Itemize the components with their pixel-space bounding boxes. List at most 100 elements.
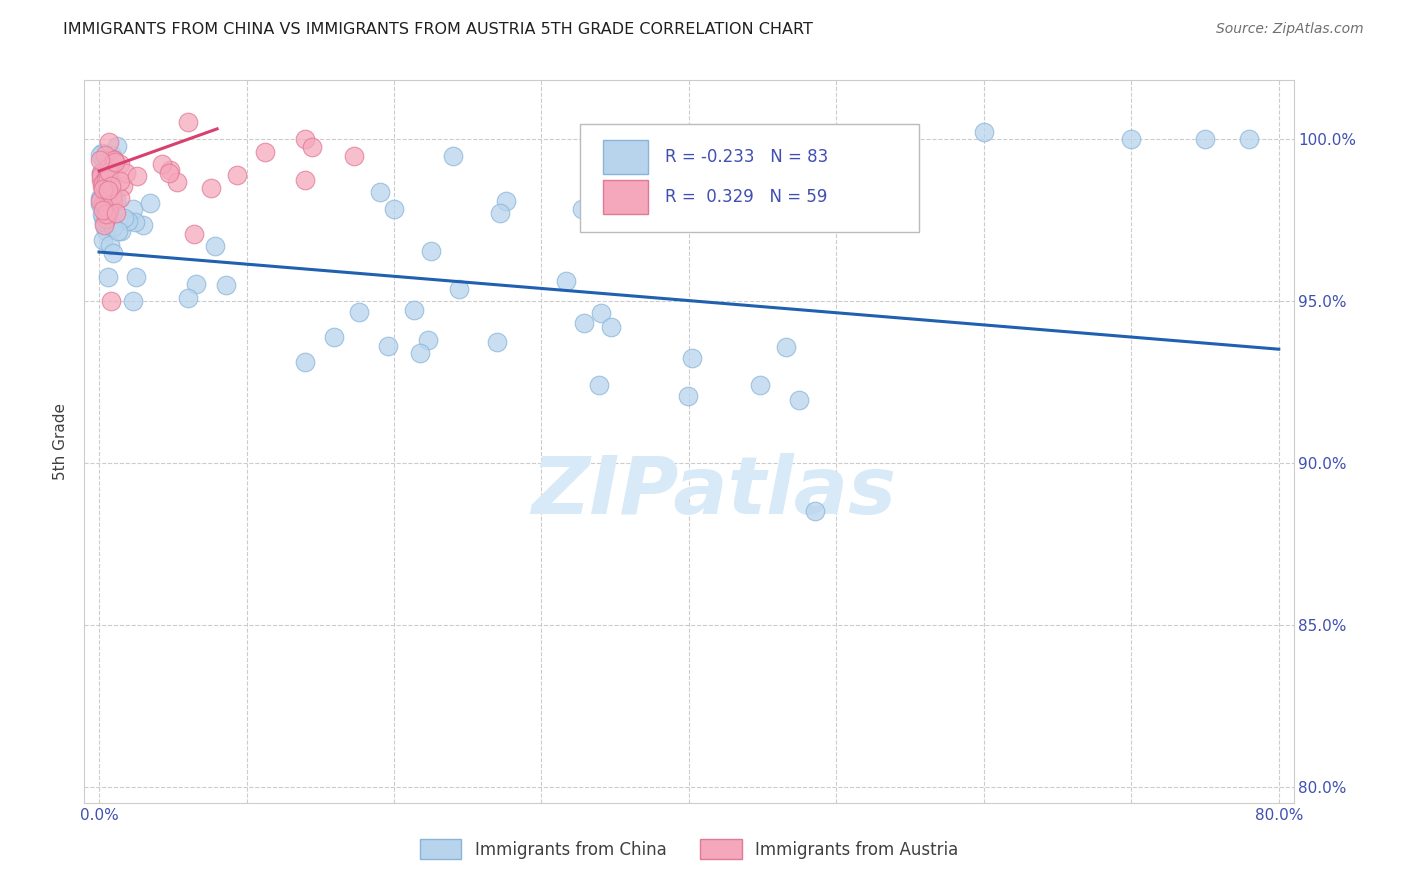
Point (1194, 131, 1216, 145)
Point (91, 153, 114, 167)
Point (132, 218, 155, 232)
Point (90, 178, 112, 193)
Point (112, 179, 135, 194)
Point (100, 194, 122, 209)
Point (105, 193, 128, 207)
Point (495, 194, 517, 209)
Point (98, 205, 121, 219)
Point (104, 155, 127, 169)
Point (90, 169, 112, 183)
Point (117, 214, 139, 228)
Point (489, 206, 512, 220)
Point (749, 378, 772, 392)
Point (89, 191, 111, 205)
Point (105, 139, 128, 153)
Point (200, 180, 222, 194)
Point (94, 212, 117, 227)
Point (93, 176, 115, 190)
Point (93, 177, 115, 191)
Point (301, 140, 323, 154)
Point (94, 207, 117, 221)
Point (108, 190, 131, 204)
Point (115, 166, 138, 180)
FancyBboxPatch shape (581, 124, 918, 232)
Point (93, 219, 115, 233)
Point (416, 333, 439, 347)
Point (90, 173, 112, 187)
Point (804, 504, 827, 518)
Point (775, 340, 797, 354)
Point (447, 283, 470, 297)
Legend: Immigrants from China, Immigrants from Austria: Immigrants from China, Immigrants from A… (420, 839, 957, 860)
Point (322, 330, 344, 344)
Point (101, 219, 124, 234)
Point (90, 207, 112, 221)
Point (93, 215, 115, 229)
Point (97, 173, 120, 187)
Point (97, 183, 120, 197)
Point (100, 178, 122, 193)
Y-axis label: 5th Grade: 5th Grade (53, 403, 69, 480)
Point (347, 305, 370, 319)
Point (101, 152, 124, 166)
Point (94, 219, 117, 233)
Point (159, 162, 181, 177)
Point (89, 166, 111, 180)
Point (98, 164, 121, 178)
Point (225, 168, 247, 182)
Point (253, 145, 276, 160)
Point (94, 195, 117, 210)
Point (94, 183, 117, 197)
Point (91, 203, 114, 218)
Point (96, 211, 118, 226)
Point (177, 115, 200, 129)
Point (486, 334, 509, 349)
Point (150, 157, 173, 171)
Point (294, 355, 316, 369)
Point (91, 146, 114, 161)
Point (103, 194, 125, 209)
Point (204, 239, 226, 253)
Text: ZIPatlas: ZIPatlas (530, 453, 896, 531)
Point (97, 168, 120, 182)
Point (676, 389, 699, 403)
Point (139, 195, 162, 210)
Point (93, 182, 115, 196)
Point (89, 196, 111, 211)
Point (370, 185, 392, 199)
Point (112, 211, 135, 226)
Point (89, 147, 111, 161)
Point (404, 303, 426, 318)
Point (90, 165, 112, 179)
Point (98, 238, 121, 252)
Point (600, 319, 623, 334)
FancyBboxPatch shape (603, 180, 648, 214)
Point (100, 191, 122, 205)
Point (166, 176, 188, 190)
Point (409, 346, 432, 360)
Point (441, 148, 464, 162)
Point (97, 201, 120, 215)
Point (91, 176, 114, 190)
Point (89, 194, 111, 208)
Point (97, 194, 120, 209)
Point (94, 183, 117, 197)
Point (101, 246, 124, 260)
Point (571, 202, 593, 217)
Point (574, 316, 596, 330)
Point (93, 161, 115, 176)
Point (96, 169, 118, 183)
Point (294, 132, 316, 146)
Point (104, 205, 127, 219)
Point (681, 351, 703, 366)
Point (97, 172, 120, 186)
Point (91, 233, 114, 247)
Point (377, 339, 399, 353)
Point (343, 149, 366, 163)
Point (176, 291, 198, 305)
Point (100, 293, 122, 308)
Point (591, 306, 613, 320)
Point (110, 156, 132, 170)
Point (973, 125, 995, 139)
Point (97, 203, 120, 218)
